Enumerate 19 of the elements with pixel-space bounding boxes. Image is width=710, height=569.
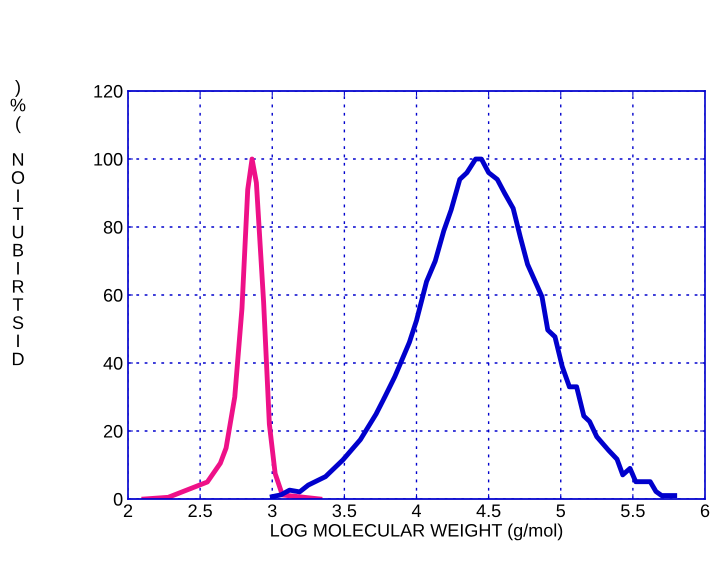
y-tick-label: 120 <box>94 84 122 98</box>
y-tick-label: 20 <box>104 424 122 438</box>
line-series <box>141 156 322 499</box>
y-tick-label: 100 <box>94 152 122 166</box>
y-tick-label: 40 <box>103 356 122 370</box>
y-tick-label: 60 <box>104 288 122 302</box>
x-tick-label: 3 <box>268 504 276 518</box>
x-tick-label: 4.5 <box>476 504 500 518</box>
x-tick-label: 2.5 <box>188 504 212 518</box>
x-tick-label: 6 <box>700 504 710 518</box>
x-tick-label: 2 <box>124 504 132 517</box>
x-tick-label: 4 <box>412 504 421 517</box>
text: ) % ( N O I T U B I R T S I D <box>10 80 26 366</box>
x-tick-label: 5 <box>556 504 566 518</box>
y-tick-label: 80 <box>104 220 122 234</box>
x-axis-title: LOG MOLECULAR WEIGHT (g/mol) <box>271 523 562 540</box>
y-tick-label: 0 <box>114 492 122 506</box>
x-tick-label: 3.5 <box>332 504 356 518</box>
x-tick-label: 5.5 <box>621 504 645 518</box>
